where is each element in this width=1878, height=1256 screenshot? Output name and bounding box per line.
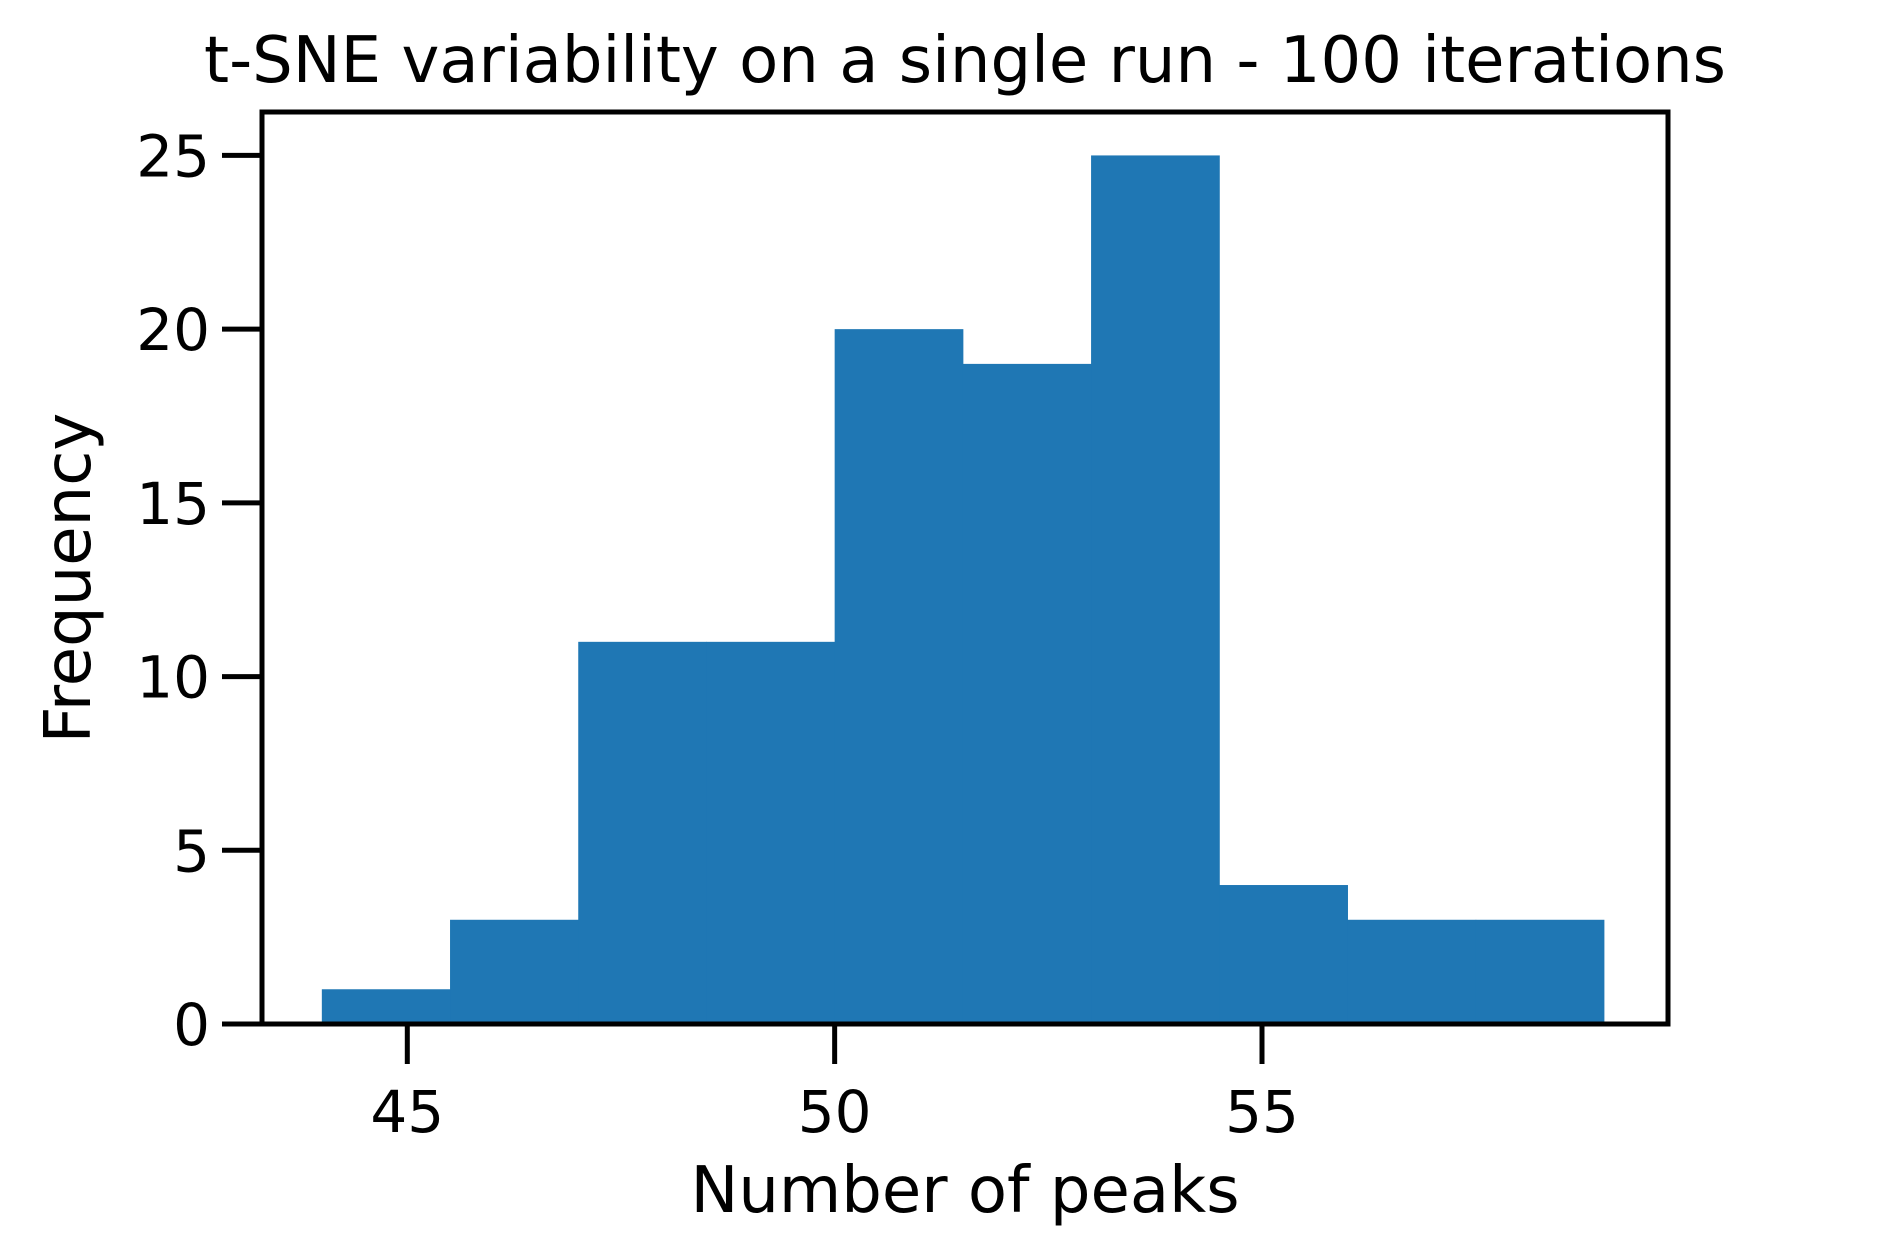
y-tick-label: 20: [136, 296, 210, 364]
y-tick-label: 10: [136, 644, 210, 712]
y-tick-label: 5: [173, 817, 210, 885]
y-tick-label: 15: [136, 470, 210, 538]
histogram-bar: [1219, 885, 1348, 1024]
histogram-bar: [1475, 919, 1605, 1024]
x-tick-label: 55: [1225, 1078, 1299, 1146]
histogram-bar: [962, 363, 1092, 1024]
histogram-bar: [1091, 155, 1220, 1024]
x-tick-label: 45: [370, 1078, 444, 1146]
histogram-bar: [450, 919, 579, 1024]
x-tick-label: 50: [798, 1078, 872, 1146]
y-axis-label: Frequency: [32, 413, 106, 744]
bars-group: [321, 155, 1605, 1025]
histogram-bar: [834, 329, 964, 1025]
histogram-bar: [706, 641, 836, 1024]
chart-title: t-SNE variability on a single run - 100 …: [204, 24, 1726, 98]
y-tick-label: 0: [173, 991, 210, 1059]
y-tick-label: 25: [136, 122, 210, 190]
histogram-bar: [1347, 919, 1477, 1024]
plot-frame: [259, 109, 1671, 1027]
x-axis-label: Number of peaks: [690, 1154, 1239, 1228]
y-axis-ticks: 0 5 10 15 20 25: [136, 122, 262, 1059]
histogram-bar: [578, 641, 707, 1024]
histogram-bar: [321, 989, 451, 1024]
x-axis-ticks: 45 50 55: [370, 1024, 1299, 1146]
